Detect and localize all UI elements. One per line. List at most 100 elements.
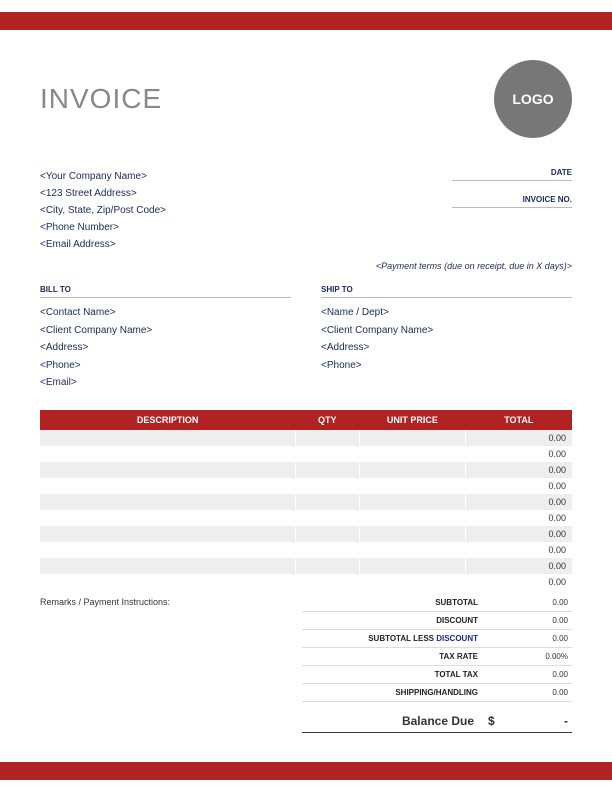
company-city-state-zip: <City, State, Zip/Post Code> [40,202,166,219]
ship-to-lines: <Name / Dept> <Client Company Name> <Add… [321,304,572,374]
payment-terms: <Payment terms (due on receipt, due in X… [40,261,572,271]
cell-desc [40,462,295,478]
cell-unit [359,542,465,558]
bill-to-column: BILL TO <Contact Name> <Client Company N… [40,285,291,392]
cell-unit [359,478,465,494]
cell-qty [295,574,359,590]
table-header: DESCRIPTION QTY UNIT PRICE TOTAL [40,410,572,430]
ship-to-name-dept: <Name / Dept> [321,304,572,322]
cell-desc [40,574,295,590]
balance-due-value: - [508,714,568,728]
cell-desc [40,542,295,558]
shipping-label: SHIPPING/HANDLING [306,688,498,697]
cell-desc [40,510,295,526]
table-row: 0.00 [40,558,572,574]
bill-to-address: <Address> [40,339,291,357]
discount-label: DISCOUNT [306,616,498,625]
cell-unit [359,526,465,542]
summary-box: SUBTOTAL 0.00 DISCOUNT 0.00 SUBTOTAL LES… [302,594,572,733]
col-unit-price: UNIT PRICE [359,410,465,430]
cell-qty [295,526,359,542]
cell-qty [295,558,359,574]
cell-unit [359,462,465,478]
table-row: 0.00 [40,510,572,526]
cell-unit [359,574,465,590]
bottom-accent-bar [0,762,612,780]
company-name: <Your Company Name> [40,168,166,185]
bill-to-lines: <Contact Name> <Client Company Name> <Ad… [40,304,291,392]
company-info: <Your Company Name> <123 Street Address>… [40,168,166,253]
cell-total: 0.00 [466,462,572,478]
subtotal-less-discount-value: 0.00 [498,634,568,643]
tax-rate-label: TAX RATE [306,652,498,661]
cell-unit [359,494,465,510]
table-row: 0.00 [40,462,572,478]
balance-due-label: Balance Due [306,714,488,728]
subtotal-label: SUBTOTAL [306,598,498,607]
cell-total: 0.00 [466,526,572,542]
col-total: TOTAL [466,410,572,430]
line-items-table: DESCRIPTION QTY UNIT PRICE TOTAL 0.000.0… [40,410,572,590]
cell-total: 0.00 [466,542,572,558]
meta-box: DATE INVOICE NO. [452,168,572,253]
invoice-title: INVOICE [40,83,162,115]
cell-desc [40,558,295,574]
ship-to-phone: <Phone> [321,357,572,375]
cell-qty [295,430,359,446]
cell-desc [40,446,295,462]
bill-to-company: <Client Company Name> [40,322,291,340]
summary-tax-rate: TAX RATE 0.00% [302,648,572,666]
cell-qty [295,462,359,478]
summary-subtotal-less-discount: SUBTOTAL LESS DISCOUNT 0.00 [302,630,572,648]
total-tax-label: TOTAL TAX [306,670,498,679]
cell-total: 0.00 [466,430,572,446]
summary-shipping: SHIPPING/HANDLING 0.00 [302,684,572,702]
total-tax-value: 0.00 [498,670,568,679]
balance-due-currency: $ [488,714,508,728]
cell-total: 0.00 [466,446,572,462]
ship-to-header: SHIP TO [321,285,572,298]
cell-desc [40,478,295,494]
cell-total: 0.00 [466,558,572,574]
summary-subtotal: SUBTOTAL 0.00 [302,594,572,612]
summary-total-tax: TOTAL TAX 0.00 [302,666,572,684]
cell-unit [359,446,465,462]
tax-rate-value: 0.00% [498,652,568,661]
cell-total: 0.00 [466,574,572,590]
address-row: BILL TO <Contact Name> <Client Company N… [40,285,572,392]
cell-qty [295,478,359,494]
shipping-value: 0.00 [498,688,568,697]
cell-desc [40,430,295,446]
remarks-label: Remarks / Payment Instructions: [40,594,302,733]
table-row: 0.00 [40,430,572,446]
invoice-no-label: INVOICE NO. [452,195,572,208]
company-street: <123 Street Address> [40,185,166,202]
cell-qty [295,446,359,462]
ship-to-column: SHIP TO <Name / Dept> <Client Company Na… [321,285,572,392]
col-description: DESCRIPTION [40,410,295,430]
company-email: <Email Address> [40,236,166,253]
subtotal-less-discount-label: SUBTOTAL LESS DISCOUNT [306,634,498,643]
bill-to-phone: <Phone> [40,357,291,375]
below-table-row: Remarks / Payment Instructions: SUBTOTAL… [40,594,572,733]
cell-unit [359,558,465,574]
cell-qty [295,494,359,510]
ship-to-company: <Client Company Name> [321,322,572,340]
header-row: INVOICE LOGO [40,60,572,138]
summary-discount: DISCOUNT 0.00 [302,612,572,630]
table-row: 0.00 [40,478,572,494]
company-phone: <Phone Number> [40,219,166,236]
invoice-content: INVOICE LOGO <Your Company Name> <123 St… [40,60,572,733]
bill-to-header: BILL TO [40,285,291,298]
cell-qty [295,510,359,526]
cell-desc [40,494,295,510]
table-row: 0.00 [40,574,572,590]
bill-to-email: <Email> [40,374,291,392]
subtotal-value: 0.00 [498,598,568,607]
table-row: 0.00 [40,446,572,462]
table-row: 0.00 [40,494,572,510]
balance-due-row: Balance Due $ - [302,706,572,733]
logo-placeholder: LOGO [494,60,572,138]
cell-total: 0.00 [466,478,572,494]
info-row: <Your Company Name> <123 Street Address>… [40,168,572,253]
